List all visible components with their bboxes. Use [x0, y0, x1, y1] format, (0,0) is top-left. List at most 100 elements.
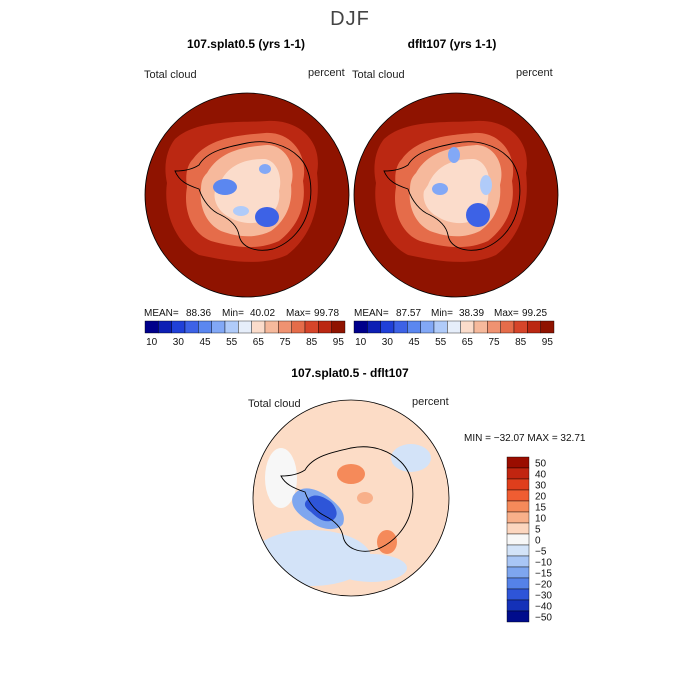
colorbar-panel1: 10 30 45 55 65 75 85 95	[144, 320, 346, 348]
colorbar-diff-tick-label: −40	[535, 602, 552, 613]
low-cloud-patch-d-panel1	[233, 206, 249, 216]
colorbar-panel1-tick-label: 85	[306, 337, 318, 348]
colorbar-panel1-swatch-55	[224, 320, 239, 334]
colorbar-diff-tick-label: 0	[535, 536, 541, 547]
colorbar-diff-tick-label: −5	[535, 547, 547, 558]
colorbar-panel2-swatch-45	[407, 320, 421, 334]
colorbar-panel1-swatch-85	[304, 320, 319, 334]
colorbar-panel1-tick-label: 45	[199, 337, 211, 348]
colorbar-panel1-swatch-70	[264, 320, 279, 334]
panel1-min-label: Min=	[222, 308, 244, 319]
colorbar-diff-swatch--30	[506, 588, 530, 601]
cloud-band-core-panel1	[214, 159, 281, 224]
colorbar-diff-swatch-10	[506, 511, 530, 524]
colorbar-diff-swatch-15	[506, 500, 530, 513]
colorbar-panel1-swatch-10	[144, 320, 159, 334]
colorbar-diff-swatch-50	[506, 456, 530, 469]
panel2-min-value: 38.39	[459, 308, 485, 319]
colorbar-diff-swatch-40	[506, 467, 530, 480]
low-cloud-patch-a-panel1	[213, 179, 237, 195]
panel2-mean-value: 87.57	[396, 308, 422, 319]
colorbar-diff-tick-label: −50	[535, 613, 552, 624]
colorbar-diff-tick-label: 30	[535, 481, 547, 492]
panel2-units-label: percent	[516, 67, 553, 79]
colorbar-diff-swatch-5	[506, 522, 530, 535]
colorbar-panel1-swatch-75	[278, 320, 292, 334]
colorbar-panel1-swatch-60	[238, 320, 252, 334]
colorbar-diff-swatch-20	[506, 489, 530, 502]
colorbar-panel2-tick-label: 55	[435, 337, 447, 348]
colorbar-panel2-swatch-60	[447, 320, 461, 334]
map-border-diff	[252, 399, 450, 597]
panel1-variable-label: Total cloud	[144, 69, 197, 81]
map-panel1	[145, 93, 349, 297]
low-cloud-patch-d-panel2	[480, 175, 492, 195]
colorbar-panel2-tick-label: 85	[515, 337, 527, 348]
colorbar-panel2-tick-label: 65	[462, 337, 474, 348]
panel1-min-value: 40.02	[250, 308, 276, 319]
colorbar-diff-tick-label: 50	[535, 459, 547, 470]
low-cloud-patch-b-panel1	[255, 207, 279, 227]
panel2-min-label: Min=	[431, 308, 453, 319]
panel1-max-label: Max=	[286, 308, 311, 319]
diff-variable-label: Total cloud	[248, 398, 301, 410]
coastline-panel1	[174, 141, 312, 251]
neutral-patch-d-diff	[335, 554, 407, 582]
colorbar-diff-tick-label: 5	[535, 525, 541, 536]
panel1-mean-label: MEAN=	[144, 308, 179, 319]
colorbar-panel2-swatch-55	[433, 320, 448, 334]
colorbar-panel2-swatch-65	[460, 320, 475, 334]
positive-anomaly-c-diff	[357, 492, 373, 504]
colorbar-panel2-swatch-30	[380, 320, 395, 334]
coastline-diff	[280, 446, 414, 552]
low-cloud-patch-c-panel1	[259, 164, 271, 174]
colorbar-diff-tick-label: −15	[535, 569, 552, 580]
colorbar-panel2-swatch-10	[353, 320, 368, 334]
colorbar-panel2-tick-label: 95	[542, 337, 554, 348]
colorbar-panel2-swatch-90	[527, 320, 541, 334]
colorbar-panel2-swatch-70	[473, 320, 488, 334]
colorbar-panel1-swatch-95	[331, 320, 346, 334]
colorbar-panel1-swatch-30	[171, 320, 186, 334]
panel1-title: 107.splat0.5 (yrs 1-1)	[186, 37, 306, 51]
colorbar-panel1-tick-label: 75	[279, 337, 291, 348]
diff-minmax-text: MIN = −32.07 MAX = 32.71	[464, 433, 586, 444]
neutral-patch-c-diff	[265, 448, 297, 508]
colorbar-panel2-swatch-40	[393, 320, 408, 334]
colorbar-panel1-swatch-80	[291, 320, 306, 334]
colorbar-panel1-tick-label: 10	[146, 337, 158, 348]
colorbar-diff-swatch--20	[506, 577, 530, 590]
diff-units-label: percent	[412, 396, 449, 408]
colorbar-panel1-tick-label: 65	[253, 337, 265, 348]
colorbar-diff-swatch--5	[506, 544, 530, 557]
panel2-mean-label: MEAN=	[354, 308, 389, 319]
colorbar-panel2-swatch-50	[420, 320, 435, 334]
neutral-patch-b-diff	[391, 444, 431, 472]
colorbar-diff-swatch-0	[506, 533, 530, 546]
colorbar-panel1-swatch-90	[318, 320, 332, 334]
colorbar-panel1-swatch-45	[198, 320, 212, 334]
panel2-max-label: Max=	[494, 308, 519, 319]
panel1-max-value: 99.78	[314, 308, 340, 319]
colorbar-diff-tick-label: −10	[535, 558, 552, 569]
low-cloud-patch-b-panel2	[466, 203, 490, 227]
diff-panel-title: 107.splat0.5 - dflt107	[291, 366, 409, 380]
map-border-panel2	[353, 92, 559, 298]
low-cloud-patch-a-panel2	[448, 147, 460, 163]
main-title: DJF	[330, 8, 370, 30]
colorbar-panel2-swatch-20	[367, 320, 381, 334]
colorbar-panel1-swatch-20	[158, 320, 172, 334]
colorbar-diff-tick-label: 40	[535, 470, 547, 481]
colorbar-panel2-swatch-75	[487, 320, 501, 334]
colorbar-panel2-tick-label: 75	[488, 337, 500, 348]
colorbar-panel1-tick-label: 30	[173, 337, 185, 348]
colorbar-panel2: 10 30 45 55 65 75 85 95	[353, 320, 555, 348]
positive-anomaly-b-diff	[377, 530, 397, 554]
colorbar-diff-tick-label: 10	[535, 514, 547, 525]
panel1-mean-value: 88.36	[186, 308, 212, 319]
colorbar-panel2-swatch-95	[540, 320, 555, 334]
colorbar-panel2-swatch-80	[500, 320, 515, 334]
colorbar-diff-swatch--10	[506, 555, 530, 568]
